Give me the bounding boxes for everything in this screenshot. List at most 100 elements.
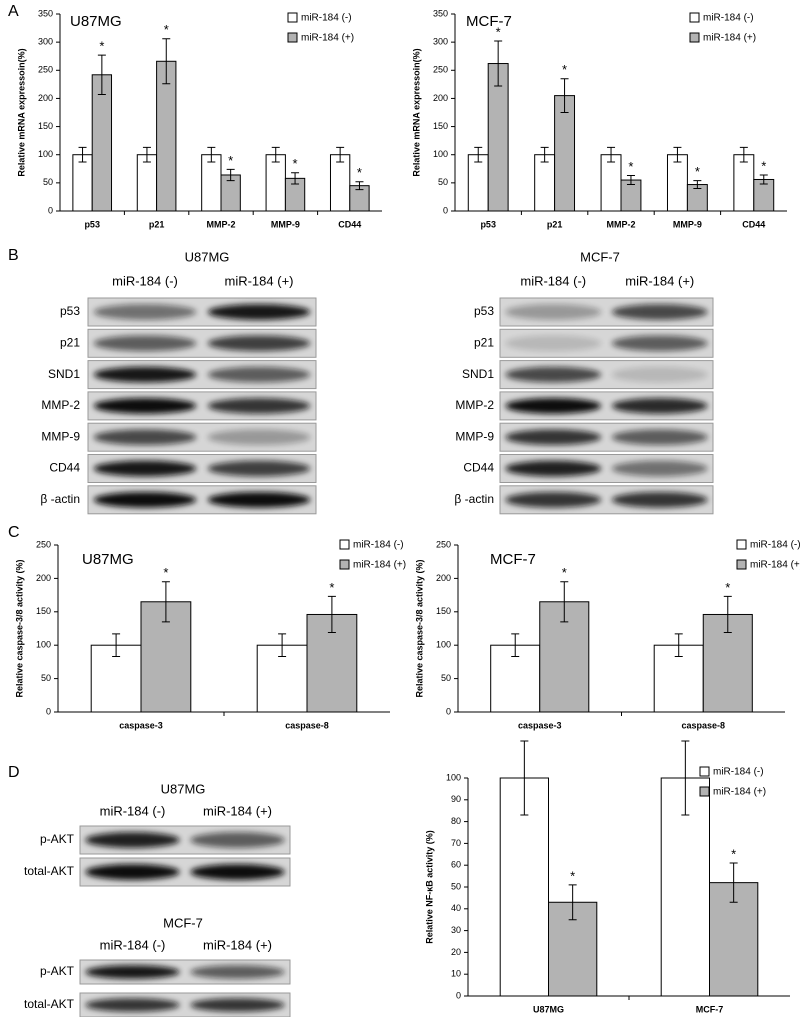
legend-label: miR-184 (-) [713, 767, 764, 778]
significance-label: * [570, 868, 575, 883]
significance-label: * [329, 580, 334, 595]
legend-swatch [287, 12, 298, 23]
panel-label: B [8, 247, 19, 264]
y-tick-label: 150 [436, 606, 451, 616]
blot-column-label: miR-184 (-) [520, 273, 586, 288]
blot-band [93, 429, 197, 446]
y-tick-label: 100 [38, 149, 53, 159]
blot-band [93, 460, 197, 477]
blot-title: MCF-7 [580, 249, 620, 264]
y-tick-label: 200 [433, 93, 448, 103]
blot-band [207, 398, 311, 414]
blot-row-label: p21 [474, 335, 494, 349]
legend-label: miR-184 (-) [750, 540, 800, 551]
error-bar [560, 581, 569, 623]
blot-band [207, 429, 311, 446]
x-tick-label: MMP-9 [673, 219, 702, 229]
error-bar [97, 54, 106, 95]
y-tick-label: 0 [443, 205, 448, 215]
legend-label: miR-184 (+) [353, 560, 406, 571]
bar [72, 154, 93, 212]
x-tick-label: caspase-3 [119, 720, 163, 730]
y-axis-label: Relative mRNA expressoin(%) [16, 48, 26, 176]
blot-row-label: p21 [60, 335, 80, 349]
blot-row-label: p53 [60, 304, 80, 318]
x-tick-label: U87MG [533, 1004, 564, 1014]
bar [201, 154, 222, 212]
significance-label: * [562, 62, 567, 77]
error-bar [278, 633, 287, 658]
significance-label: * [99, 39, 104, 54]
x-tick-label: MCF-7 [696, 1004, 724, 1014]
y-tick-label: 300 [38, 37, 53, 47]
x-tick-label: CD44 [338, 219, 361, 229]
blot-band [93, 335, 197, 352]
blot-row-label: CD44 [463, 461, 494, 475]
error-bar [520, 740, 529, 816]
chart-title: U87MG [82, 551, 134, 568]
y-axis-label: Relative caspase-3/8 activity (%) [14, 559, 24, 697]
x-tick-label: p21 [547, 219, 563, 229]
error-bar [693, 180, 702, 189]
blot-band [611, 366, 708, 383]
chart-title: MCF-7 [490, 551, 536, 568]
legend-swatch [339, 559, 350, 570]
blot-band [190, 998, 285, 1012]
y-tick-label: 150 [433, 121, 448, 131]
bar [91, 74, 113, 212]
blot-band [505, 366, 602, 383]
blot-row-label: MMP-2 [41, 398, 80, 412]
y-tick-label: 80 [451, 816, 461, 826]
blot-title: U87MG [161, 781, 206, 796]
y-tick-label: 50 [41, 673, 51, 683]
blot-band [93, 491, 197, 508]
y-tick-label: 250 [36, 539, 51, 549]
blot-band [207, 304, 311, 320]
error-bar [759, 174, 768, 185]
blot-row-label: SND1 [48, 367, 80, 381]
blot-row-label: total-AKT [24, 864, 75, 878]
blot-band [207, 491, 311, 508]
y-tick-label: 300 [433, 37, 448, 47]
chart-title: MCF-7 [466, 13, 512, 30]
error-bar [681, 740, 690, 816]
blot-column-label: miR-184 (+) [625, 273, 694, 288]
blot-row-label: CD44 [49, 461, 80, 475]
y-tick-label: 50 [451, 881, 461, 891]
legend-swatch [689, 12, 700, 23]
significance-label: * [163, 565, 168, 580]
y-tick-label: 60 [451, 860, 461, 870]
bar [265, 154, 286, 212]
x-tick-label: CD44 [742, 219, 765, 229]
error-bar [674, 633, 683, 658]
y-axis-label: Relative caspase-3/8 activity (%) [414, 559, 424, 697]
error-bar [607, 146, 616, 163]
significance-label: * [357, 165, 362, 180]
y-tick-label: 0 [48, 205, 53, 215]
blot-band [207, 366, 311, 383]
legend-label: miR-184 (-) [703, 13, 754, 24]
y-tick-label: 350 [433, 8, 448, 18]
bar [666, 154, 688, 212]
blot-row-label: p-AKT [40, 964, 75, 978]
y-tick-label: 100 [36, 640, 51, 650]
legend-swatch [699, 766, 710, 777]
blot-band [93, 398, 197, 414]
blot-column-label: miR-184 (+) [203, 937, 272, 952]
y-tick-label: 100 [446, 772, 461, 782]
error-bar [729, 862, 738, 903]
legend-label: miR-184 (+) [703, 33, 756, 44]
y-tick-label: 50 [43, 177, 53, 187]
legend-label: miR-184 (+) [301, 33, 354, 44]
error-bar [568, 884, 577, 921]
y-tick-label: 100 [436, 640, 451, 650]
significance-label: * [695, 164, 700, 179]
y-tick-label: 0 [46, 706, 51, 716]
blot-band [505, 398, 602, 414]
error-bar [161, 581, 170, 623]
y-tick-label: 70 [451, 838, 461, 848]
error-bar [494, 40, 503, 87]
x-tick-label: MMP-2 [607, 219, 636, 229]
blot-row-label: MMP-9 [455, 429, 494, 443]
